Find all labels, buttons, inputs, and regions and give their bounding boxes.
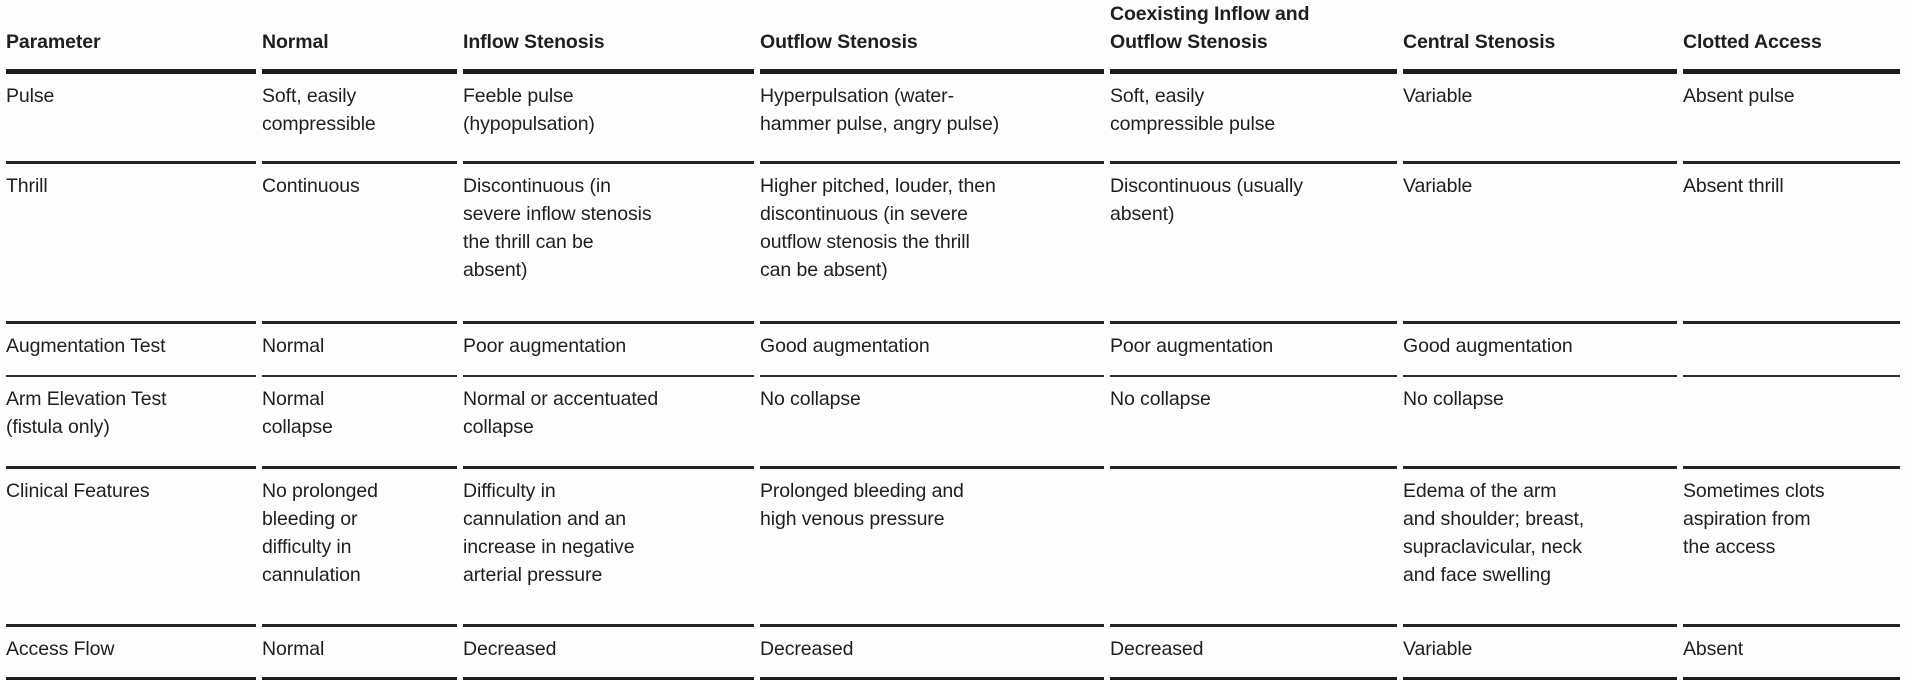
cell-thrill-coexisting: Discontinuous (usually absent)	[1110, 164, 1397, 324]
cell-armelevation-outflow: No collapse	[760, 377, 1104, 469]
column-header-parameter: Parameter	[6, 0, 256, 74]
row-label-clinical-features: Clinical Features	[6, 469, 256, 627]
table-row-access-flow: Access Flow Normal Decreased Decreased D…	[6, 627, 1900, 680]
row-label-thrill: Thrill	[6, 164, 256, 324]
table-row-pulse: Pulse Soft, easily compressible Feeble p…	[6, 74, 1900, 164]
cell-thrill-outflow: Higher pitched, louder, then discontinuo…	[760, 164, 1104, 324]
cell-augmentation-central: Good augmentation	[1403, 324, 1677, 377]
cell-armelevation-inflow: Normal or accentuated collapse	[463, 377, 754, 469]
cell-clinical-clotted: Sometimes clots aspiration from the acce…	[1683, 469, 1900, 627]
cell-pulse-normal: Soft, easily compressible	[262, 74, 457, 164]
cell-clinical-inflow: Difficulty in cannulation and an increas…	[463, 469, 754, 627]
cell-accessflow-normal: Normal	[262, 627, 457, 680]
cell-augmentation-clotted	[1683, 324, 1900, 377]
cell-armelevation-coexisting: No collapse	[1110, 377, 1397, 469]
column-header-coexisting-inflow-outflow-stenosis: Coexisting Inflow and Outflow Stenosis	[1110, 0, 1397, 74]
column-header-central-stenosis: Central Stenosis	[1403, 0, 1677, 74]
cell-augmentation-coexisting: Poor augmentation	[1110, 324, 1397, 377]
row-label-augmentation-test: Augmentation Test	[6, 324, 256, 377]
cell-thrill-inflow: Discontinuous (in severe inflow stenosis…	[463, 164, 754, 324]
cell-armelevation-normal: Normal collapse	[262, 377, 457, 469]
cell-armelevation-clotted	[1683, 377, 1900, 469]
cell-accessflow-coexisting: Decreased	[1110, 627, 1397, 680]
table-row-clinical-features: Clinical Features No prolonged bleeding …	[6, 469, 1900, 627]
cell-thrill-normal: Continuous	[262, 164, 457, 324]
cell-thrill-central: Variable	[1403, 164, 1677, 324]
table-row-thrill: Thrill Continuous Discontinuous (in seve…	[6, 164, 1900, 324]
column-header-outflow-stenosis: Outflow Stenosis	[760, 0, 1104, 74]
cell-clinical-coexisting	[1110, 469, 1397, 627]
row-label-arm-elevation-test: Arm Elevation Test (fistula only)	[6, 377, 256, 469]
cell-pulse-clotted: Absent pulse	[1683, 74, 1900, 164]
cell-pulse-coexisting: Soft, easily compressible pulse	[1110, 74, 1397, 164]
cell-accessflow-clotted: Absent	[1683, 627, 1900, 680]
row-label-access-flow: Access Flow	[6, 627, 256, 680]
row-label-pulse: Pulse	[6, 74, 256, 164]
column-header-normal: Normal	[262, 0, 457, 74]
table-row-augmentation-test: Augmentation Test Normal Poor augmentati…	[6, 324, 1900, 377]
cell-pulse-inflow: Feeble pulse (hypopulsation)	[463, 74, 754, 164]
cell-thrill-clotted: Absent thrill	[1683, 164, 1900, 324]
cell-pulse-central: Variable	[1403, 74, 1677, 164]
cell-armelevation-central: No collapse	[1403, 377, 1677, 469]
column-header-clotted-access: Clotted Access	[1683, 0, 1900, 74]
cell-augmentation-outflow: Good augmentation	[760, 324, 1104, 377]
cell-clinical-central: Edema of the arm and shoulder; breast, s…	[1403, 469, 1677, 627]
column-header-inflow-stenosis: Inflow Stenosis	[463, 0, 754, 74]
cell-clinical-outflow: Prolonged bleeding and high venous press…	[760, 469, 1104, 627]
cell-clinical-normal: No prolonged bleeding or difficulty in c…	[262, 469, 457, 627]
header-row: Parameter Normal Inflow Stenosis Outflow…	[6, 0, 1900, 74]
cell-accessflow-outflow: Decreased	[760, 627, 1104, 680]
cell-accessflow-central: Variable	[1403, 627, 1677, 680]
table-row-arm-elevation-test: Arm Elevation Test (fistula only) Normal…	[6, 377, 1900, 469]
cell-augmentation-inflow: Poor augmentation	[463, 324, 754, 377]
cell-pulse-outflow: Hyperpulsation (water- hammer pulse, ang…	[760, 74, 1104, 164]
cell-accessflow-inflow: Decreased	[463, 627, 754, 680]
cell-augmentation-normal: Normal	[262, 324, 457, 377]
